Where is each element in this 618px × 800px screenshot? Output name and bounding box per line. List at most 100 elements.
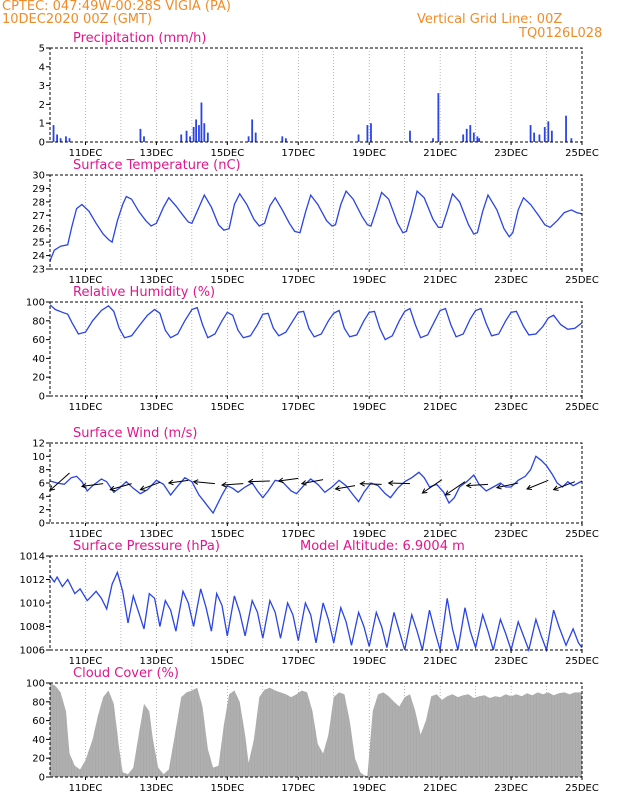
y-tick-label: 0 [39,392,45,403]
precip-bar [195,119,198,142]
precip-bar [284,138,287,142]
precip-bar [543,126,546,142]
precip-bar [254,132,257,142]
x-tick-label: 25DEC [565,656,599,667]
x-tick-label: 25DEC [565,529,599,540]
y-tick-label: 100 [26,298,45,309]
wind-arrow [301,479,324,485]
wind-arrowhead [552,485,559,491]
x-tick-label: 23DEC [494,402,528,413]
x-tick-label: 25DEC [565,783,599,794]
surface-wind-panel: 0 2 4 6 8 10 12 11DEC 13DEC 15DEC 17DEC 19DEC 21DEC 2… [32,426,599,540]
x-tick-label: 21DEC [423,402,457,413]
x-tick-label: 19DEC [352,783,386,794]
x-tick-label: 19DEC [352,148,386,159]
wind-arrowhead [139,485,146,491]
wind-arrowhead [192,479,199,485]
x-tick-label: 13DEC [140,148,174,159]
wind-arrow [466,483,489,487]
y-tick-label: 40 [32,735,45,746]
x-tick-label: 21DEC [423,783,457,794]
wind-arrow [81,483,104,487]
precip-bar [370,123,372,142]
wind-arrow [496,482,519,489]
y-tick-label: 20 [32,373,45,384]
wind-arrow [335,485,356,490]
model-altitude: Model Altitude: 6.9004 m [300,539,465,554]
wind-arrowhead [359,480,366,487]
x-tick-label: 11DEC [69,402,103,413]
run-datetime: 10DEC2020 00Z (GMT) [2,12,153,27]
x-tick-label: 11DEC [69,783,103,794]
x-tick-label: 15DEC [210,529,244,540]
precipitation-panel: 0 1 2 3 4 5 11DEC 13DEC 15DEC 17DEC 19DEC 21DEC 23DE… [39,31,599,159]
wind-arrowhead [300,480,307,486]
y-tick-label: 6 [39,479,45,490]
y-tick-label: 30 [32,171,45,182]
precip-bar [478,138,481,142]
y-tick-label: 100 [26,679,45,690]
y-tick-label: 80 [32,316,45,327]
y-tick-label: 8 [39,465,45,476]
x-tick-label: 25DEC [565,275,599,286]
x-tick-label: 13DEC [140,402,174,413]
x-tick-label: 21DEC [423,656,457,667]
y-tick-label: 40 [32,354,45,365]
x-tick-label: 15DEC [210,275,244,286]
precip-bar [472,132,475,142]
y-tick-label: 28 [32,197,45,208]
surface-pressure-title: Surface Pressure (hPa) [73,539,220,554]
precip-bar [56,134,58,142]
x-tick-label: 13DEC [140,783,174,794]
surface-temperature-panel: 23 24 25 26 27 28 29 30 11DEC 13DEC 15DEC 17DEC 19DE… [32,158,599,286]
wind-arrowhead [444,490,451,496]
wind-arrowhead [220,481,227,488]
precip-bar [476,136,479,142]
wind-arrowhead [495,484,502,490]
y-tick-label: 4 [39,492,45,503]
precip-bar [65,136,67,142]
x-tick-label: 17DEC [281,275,315,286]
precip-bar [469,125,472,142]
surface-temperature-frame [49,174,583,270]
y-tick-label: 0 [39,773,45,784]
surface-wind-frame [49,442,583,524]
surface-temperature-line [49,189,583,262]
precip-bar [538,134,541,142]
precip-bar [547,121,550,142]
precipitation-frame [49,47,583,143]
y-tick-label: 10 [32,452,45,463]
precip-bar [570,138,573,142]
precip-bar [281,136,284,142]
x-tick-label: 19DEC [352,275,386,286]
precip-bar [143,136,145,142]
x-tick-label: 15DEC [210,402,244,413]
y-tick-label: 23 [32,265,45,276]
wind-arrowhead [80,483,87,489]
surface-pressure-frame [49,555,583,651]
x-tick-label: 23DEC [494,148,528,159]
x-tick-label: 11DEC [69,275,103,286]
x-tick-label: 17DEC [281,656,315,667]
precipitation-title: Precipitation (mm/h) [73,31,206,46]
wind-arrow [49,472,70,491]
x-tick-label: 21DEC [423,529,457,540]
x-tick-label: 13DEC [140,275,174,286]
station-info: CPTEC: 047:49W-00:28S VIGIA (PA) [2,0,231,14]
precip-bar [139,128,142,142]
x-tick-label: 17DEC [281,402,315,413]
precip-bar [533,132,536,142]
wind-arrow [445,481,466,496]
header: CPTEC: 047:49W-00:28S VIGIA (PA) 10DEC20… [0,0,618,46]
y-tick-label: 1014 [20,552,45,563]
x-tick-label: 11DEC [69,656,103,667]
surface-pressure-line [49,570,583,653]
precip-bar [529,125,532,142]
surface-wind-title: Surface Wind (m/s) [73,426,197,441]
cloud-cover-frame [49,682,583,778]
y-tick-label: 20 [32,754,45,765]
x-tick-label: 11DEC [69,148,103,159]
y-tick-label: 12 [32,439,45,450]
precip-bar [251,119,254,142]
